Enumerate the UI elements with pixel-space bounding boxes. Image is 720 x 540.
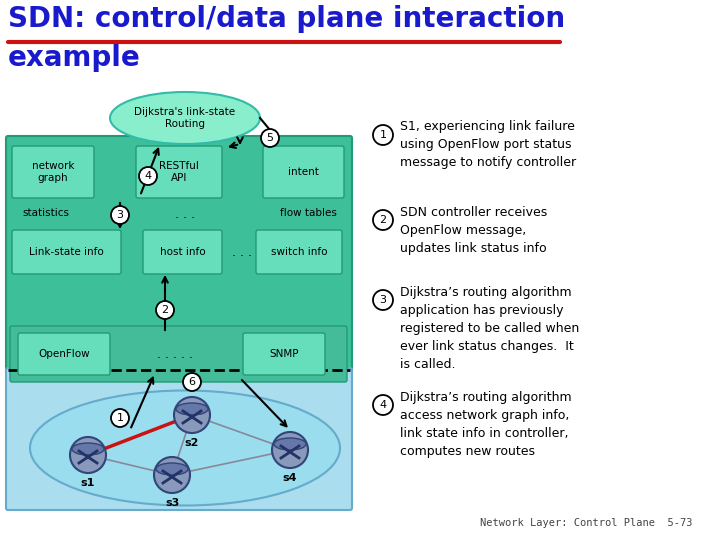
Text: SDN controller receives
OpenFlow message,
updates link status info: SDN controller receives OpenFlow message… [400, 206, 547, 255]
Circle shape [174, 397, 210, 433]
Circle shape [111, 409, 129, 427]
Text: 2: 2 [379, 215, 387, 225]
Text: s2: s2 [185, 438, 199, 448]
Text: 4: 4 [379, 400, 387, 410]
Text: 3: 3 [379, 295, 387, 305]
Text: s1: s1 [81, 478, 95, 488]
FancyBboxPatch shape [143, 230, 222, 274]
Circle shape [373, 125, 393, 145]
Text: network
graph: network graph [32, 161, 74, 183]
Circle shape [373, 210, 393, 230]
Text: . . .: . . . [175, 208, 195, 221]
FancyBboxPatch shape [6, 368, 352, 510]
Text: host info: host info [160, 247, 205, 257]
FancyBboxPatch shape [10, 326, 347, 382]
Circle shape [70, 437, 106, 473]
Text: Dijkstra’s routing algorithm
access network graph info,
link state info in contr: Dijkstra’s routing algorithm access netw… [400, 391, 572, 458]
Text: 2: 2 [161, 305, 168, 315]
Circle shape [111, 206, 129, 224]
FancyBboxPatch shape [6, 136, 352, 372]
Circle shape [373, 395, 393, 415]
Text: 1: 1 [117, 413, 124, 423]
Text: Dijkstra's link-state
Routing: Dijkstra's link-state Routing [135, 107, 235, 129]
Text: OpenFlow: OpenFlow [38, 349, 90, 359]
Text: RESTful
API: RESTful API [159, 161, 199, 183]
Ellipse shape [110, 92, 260, 144]
Ellipse shape [156, 463, 188, 475]
FancyBboxPatch shape [136, 146, 222, 198]
Text: SDN: control/data plane interaction: SDN: control/data plane interaction [8, 5, 565, 33]
FancyBboxPatch shape [18, 333, 110, 375]
Text: Link-state info: Link-state info [29, 247, 104, 257]
Ellipse shape [30, 390, 340, 505]
Text: S1, experiencing link failure
using OpenFlow port status
message to notify contr: S1, experiencing link failure using Open… [400, 120, 576, 169]
FancyBboxPatch shape [263, 146, 344, 198]
Circle shape [156, 301, 174, 319]
Text: SNMP: SNMP [269, 349, 299, 359]
Text: 6: 6 [189, 377, 196, 387]
Circle shape [183, 373, 201, 391]
Circle shape [373, 290, 393, 310]
Text: Network Layer: Control Plane  5-73: Network Layer: Control Plane 5-73 [480, 518, 693, 528]
Ellipse shape [72, 443, 104, 455]
Ellipse shape [274, 438, 306, 450]
FancyBboxPatch shape [256, 230, 342, 274]
Text: . . . . .: . . . . . [157, 348, 193, 361]
Text: 3: 3 [117, 210, 124, 220]
Text: . . .: . . . [232, 246, 252, 259]
FancyBboxPatch shape [12, 230, 121, 274]
Circle shape [261, 129, 279, 147]
Circle shape [272, 432, 308, 468]
Text: s4: s4 [283, 473, 297, 483]
Circle shape [154, 457, 190, 493]
Text: 4: 4 [145, 171, 152, 181]
FancyBboxPatch shape [12, 146, 94, 198]
Text: Dijkstra’s routing algorithm
application has previously
registered to be called : Dijkstra’s routing algorithm application… [400, 286, 580, 371]
FancyBboxPatch shape [243, 333, 325, 375]
Text: switch info: switch info [271, 247, 328, 257]
Text: example: example [8, 44, 140, 72]
Text: intent: intent [288, 167, 319, 177]
Ellipse shape [176, 403, 208, 415]
Text: s3: s3 [165, 498, 179, 508]
Text: 1: 1 [379, 130, 387, 140]
Text: 5: 5 [266, 133, 274, 143]
Text: statistics: statistics [22, 208, 69, 218]
Circle shape [139, 167, 157, 185]
Text: flow tables: flow tables [280, 208, 337, 218]
